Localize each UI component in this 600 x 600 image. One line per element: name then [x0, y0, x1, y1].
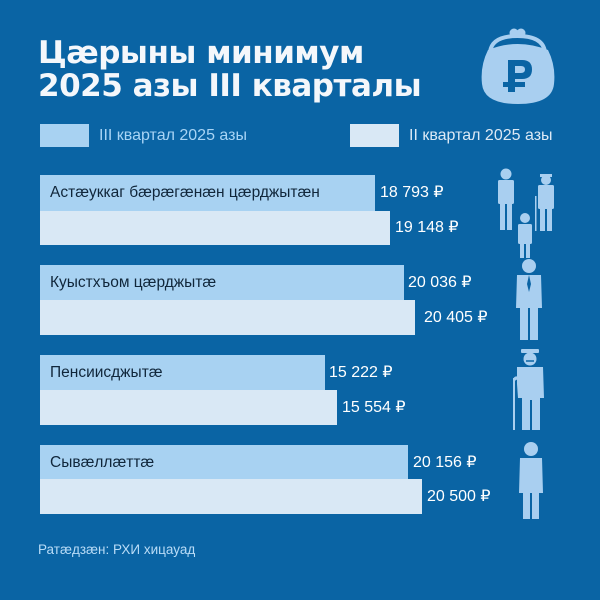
value-q2-group-1: 19 148 ₽: [395, 219, 459, 236]
bar-q2-group-2: [40, 300, 415, 335]
legend-swatch-q3: [40, 124, 89, 147]
bar-q2-group-3: [40, 390, 337, 425]
category-label: Астæуккаг бæрæгæнæн цæрджытæн: [50, 184, 320, 201]
value-q3-group-3: 15 222 ₽: [329, 364, 393, 381]
legend-item-q2: II квартал 2025 азы: [350, 124, 553, 147]
bar-q3-group-1: Астæуккаг бæрæгæнæн цæрджытæн: [40, 175, 375, 211]
bar-q3-group-2: Куыстхъом цæрджытæ: [40, 265, 404, 300]
bar-q3-group-4: Сывæллæттæ: [40, 445, 408, 479]
legend-item-q3: III квартал 2025 азы: [40, 124, 247, 147]
family-icon: [498, 168, 554, 258]
category-label: Куыстхъом цæрджытæ: [50, 274, 217, 291]
value-q2-group-3: 15 554 ₽: [342, 399, 406, 416]
legend-swatch-q2: [350, 124, 399, 147]
value-q3-group-4: 20 156 ₽: [413, 454, 477, 471]
title-line-2: 2025 азы III кварталы: [38, 68, 422, 104]
value-q2-group-2: 20 405 ₽: [424, 309, 488, 326]
value-q3-group-1: 18 793 ₽: [380, 184, 444, 201]
legend-label-q2: II квартал 2025 азы: [409, 126, 553, 144]
child-icon: [519, 442, 543, 519]
bar-q2-group-1: [40, 211, 390, 245]
value-q2-group-4: 20 500 ₽: [427, 488, 491, 505]
category-label: Пенсиисджытæ: [50, 364, 163, 381]
worker-icon: [516, 259, 542, 340]
pensioner-icon: [513, 349, 544, 430]
category-label: Сывæллæттæ: [50, 454, 155, 471]
purse-ruble-icon: [481, 28, 555, 104]
bar-q2-group-4: [40, 479, 422, 514]
source-note: Ратæдзæн: РХИ хицауад: [38, 542, 196, 557]
legend-label-q3: III квартал 2025 азы: [99, 126, 247, 144]
title-line-1: Цæрыны минимум: [38, 35, 364, 71]
value-q3-group-2: 20 036 ₽: [408, 274, 472, 291]
page-title: Цæрыны минимум 2025 азы III кварталы: [38, 35, 422, 104]
bar-q3-group-3: Пенсиисджытæ: [40, 355, 325, 390]
